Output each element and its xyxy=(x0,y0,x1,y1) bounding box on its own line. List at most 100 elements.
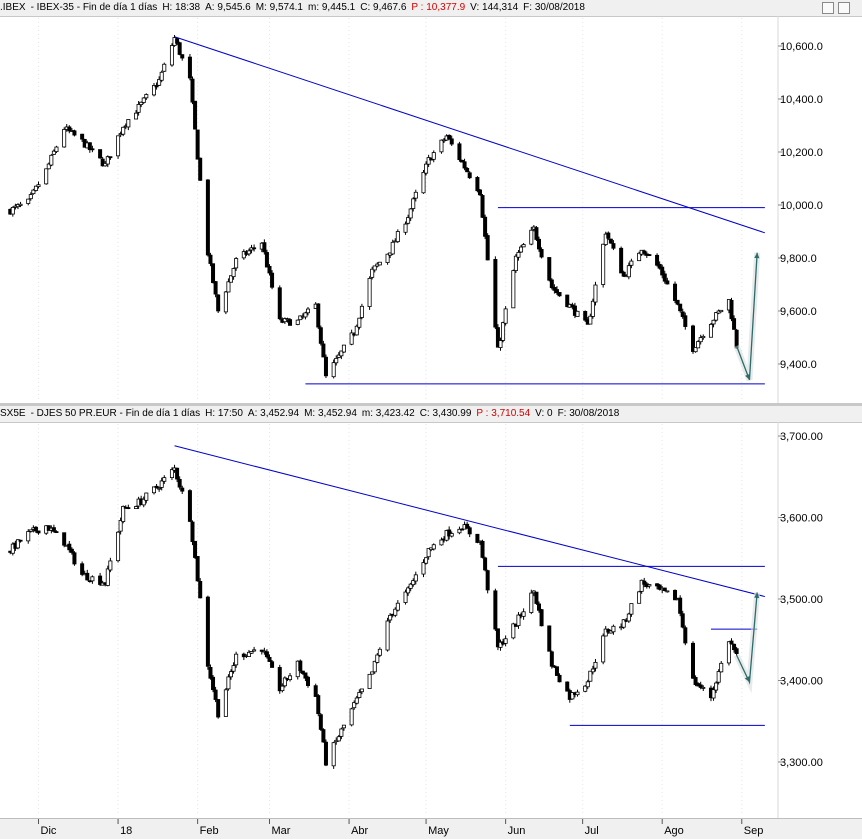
candle-body-up xyxy=(372,660,377,673)
candle xyxy=(691,324,696,354)
arrow-head xyxy=(754,252,760,259)
ibex-high: M: 9,574.1 xyxy=(255,2,303,13)
x-tick-label: Ago xyxy=(664,825,684,837)
candle xyxy=(169,43,174,67)
candle-body-up xyxy=(511,623,516,639)
candle-body-up xyxy=(603,233,608,245)
panel-splitter[interactable] xyxy=(0,403,862,406)
candle-body-up xyxy=(513,255,518,271)
candle-body-down xyxy=(180,54,185,59)
candle xyxy=(411,578,416,587)
candle-body-down xyxy=(198,580,203,599)
candle xyxy=(426,548,431,560)
candle xyxy=(583,310,588,322)
candle xyxy=(159,477,164,491)
candle-body-up xyxy=(157,79,162,86)
candle xyxy=(18,539,23,543)
candle-body-up xyxy=(393,608,398,616)
candle-body-up xyxy=(603,628,608,637)
candle xyxy=(732,643,737,653)
candle-body-up xyxy=(370,671,375,675)
candle-body-up xyxy=(126,119,131,128)
candle xyxy=(498,337,503,351)
time-axis-svg: Dic 18 Feb Mar Abr May Jun Jul Ago Sep xyxy=(38,819,763,837)
candle-body-up xyxy=(226,676,231,690)
candle-body-up xyxy=(529,229,534,245)
candle xyxy=(277,285,282,321)
candle xyxy=(554,666,559,676)
candle-body-down xyxy=(732,318,737,330)
candle xyxy=(175,467,180,483)
candle xyxy=(714,681,719,694)
candle xyxy=(100,156,105,167)
candle-body-up xyxy=(234,653,239,666)
candle-body-down xyxy=(665,280,670,285)
ibex-symbol: .IBEX xyxy=(0,2,26,13)
candle xyxy=(321,728,326,743)
candle-body-down xyxy=(213,281,218,295)
sx5e-price: P : 3,710.54 xyxy=(476,408,531,419)
candle xyxy=(33,525,38,533)
candle-body-up xyxy=(134,506,139,510)
candle xyxy=(621,619,626,629)
candle-body-down xyxy=(698,684,703,688)
candle-body-down xyxy=(662,587,667,592)
candle xyxy=(716,669,721,685)
candle-body-up xyxy=(303,312,308,318)
candle xyxy=(516,250,521,261)
candle-body-up xyxy=(336,354,341,358)
minimize-icon[interactable] xyxy=(822,2,834,14)
candle-body-down xyxy=(67,126,72,132)
candle-body-up xyxy=(621,619,626,628)
candle-body-up xyxy=(331,742,336,767)
candle-body-up xyxy=(570,692,575,700)
candle-body-down xyxy=(549,279,554,289)
candle xyxy=(408,208,413,222)
candle xyxy=(575,310,580,317)
candle-body-down xyxy=(557,674,562,683)
candle xyxy=(439,139,444,154)
y-tick-label: 3,700.00 xyxy=(780,431,823,443)
candle-body-up xyxy=(501,322,506,341)
candle xyxy=(503,306,508,326)
candle-body-up xyxy=(10,207,15,215)
candle-body-down xyxy=(300,670,305,674)
candle xyxy=(629,603,634,617)
x-tick-label: Mar xyxy=(272,825,291,837)
candle xyxy=(521,243,526,248)
candle xyxy=(318,325,323,346)
candle xyxy=(714,312,719,322)
candle-body-down xyxy=(557,292,562,297)
candle-body-down xyxy=(693,677,698,685)
candle-body-up xyxy=(511,270,516,309)
candle xyxy=(493,588,498,631)
candle-body-up xyxy=(421,562,426,575)
candle xyxy=(157,486,162,492)
x-tick-label: Dic xyxy=(41,825,57,837)
candle-body-up xyxy=(298,315,303,321)
candle-body-up xyxy=(385,620,390,651)
candle-body-down xyxy=(98,575,103,585)
candle-body-up xyxy=(411,198,416,209)
candle xyxy=(572,302,577,319)
candle-body-down xyxy=(495,628,500,648)
trendline xyxy=(174,445,765,598)
candle xyxy=(195,129,200,160)
candle xyxy=(349,707,354,727)
sx5e-close: C: 3,430.99 xyxy=(419,408,472,419)
candle xyxy=(211,263,216,284)
candle xyxy=(180,485,185,495)
candle xyxy=(477,188,482,196)
candle-body-up xyxy=(341,724,346,729)
ibex-volume: V: 144,314 xyxy=(470,2,519,13)
candle xyxy=(246,248,251,257)
candle xyxy=(465,521,470,529)
candle-body-up xyxy=(408,583,413,589)
candle xyxy=(305,307,310,316)
candle-body-up xyxy=(424,557,429,564)
candle-body-down xyxy=(62,532,67,546)
candle-body-up xyxy=(457,528,462,534)
candle-body-up xyxy=(108,560,113,571)
maximize-icon[interactable] xyxy=(838,2,850,14)
ibex-header: .IBEX - IBEX-35 - Fin de día 1 días H: 18:… xyxy=(0,0,862,17)
